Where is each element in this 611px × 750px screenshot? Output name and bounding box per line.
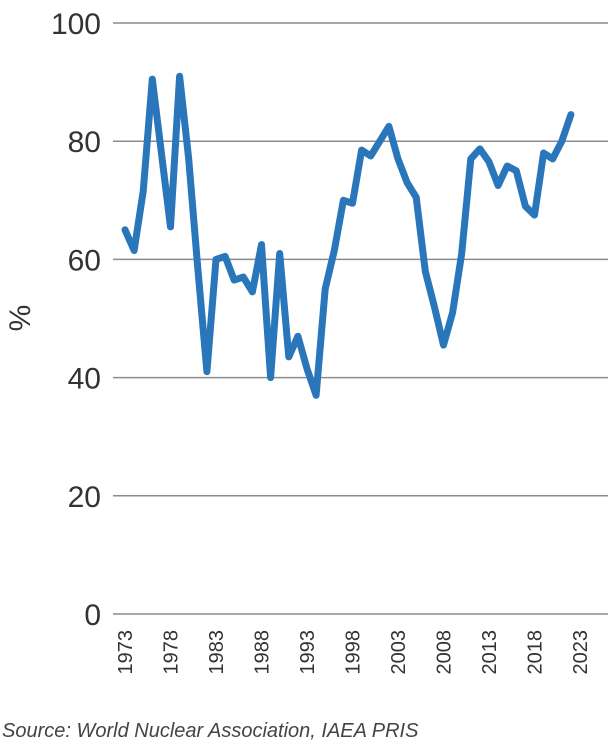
x-tick-label: 1973 — [115, 630, 137, 675]
y-tick-label: 0 — [84, 599, 101, 632]
source-note: Source: World Nuclear Association, IAEA … — [2, 720, 419, 742]
y-axis-label: % — [4, 305, 37, 332]
x-tick-label: 1998 — [343, 630, 365, 675]
y-axis-ticks: 0 20 40 60 80 100 — [51, 8, 101, 632]
x-tick-label: 1993 — [297, 630, 319, 675]
x-tick-label: 1988 — [252, 630, 274, 675]
x-tick-label: 2013 — [479, 630, 501, 675]
y-tick-label: 100 — [51, 8, 101, 41]
x-tick-label: 1978 — [161, 630, 183, 675]
x-tick-label: 2008 — [434, 630, 456, 675]
gridlines — [113, 22, 608, 615]
y-tick-label: 40 — [68, 363, 101, 396]
line-chart: 0 20 40 60 80 100 1973 1978 1983 1988 1993 1998 200… — [4, 8, 608, 675]
y-tick-label: 20 — [68, 481, 101, 514]
x-axis-ticks: 1973 1978 1983 1988 1993 1998 2003 2008 2013 2018… — [115, 630, 592, 675]
x-tick-label: 1983 — [206, 630, 228, 675]
y-tick-label: 60 — [68, 244, 101, 277]
x-tick-label: 2003 — [388, 630, 410, 675]
y-tick-label: 80 — [68, 126, 101, 159]
x-tick-label: 2018 — [525, 630, 547, 675]
series-line — [121, 72, 575, 399]
x-tick-label: 2023 — [570, 630, 592, 675]
